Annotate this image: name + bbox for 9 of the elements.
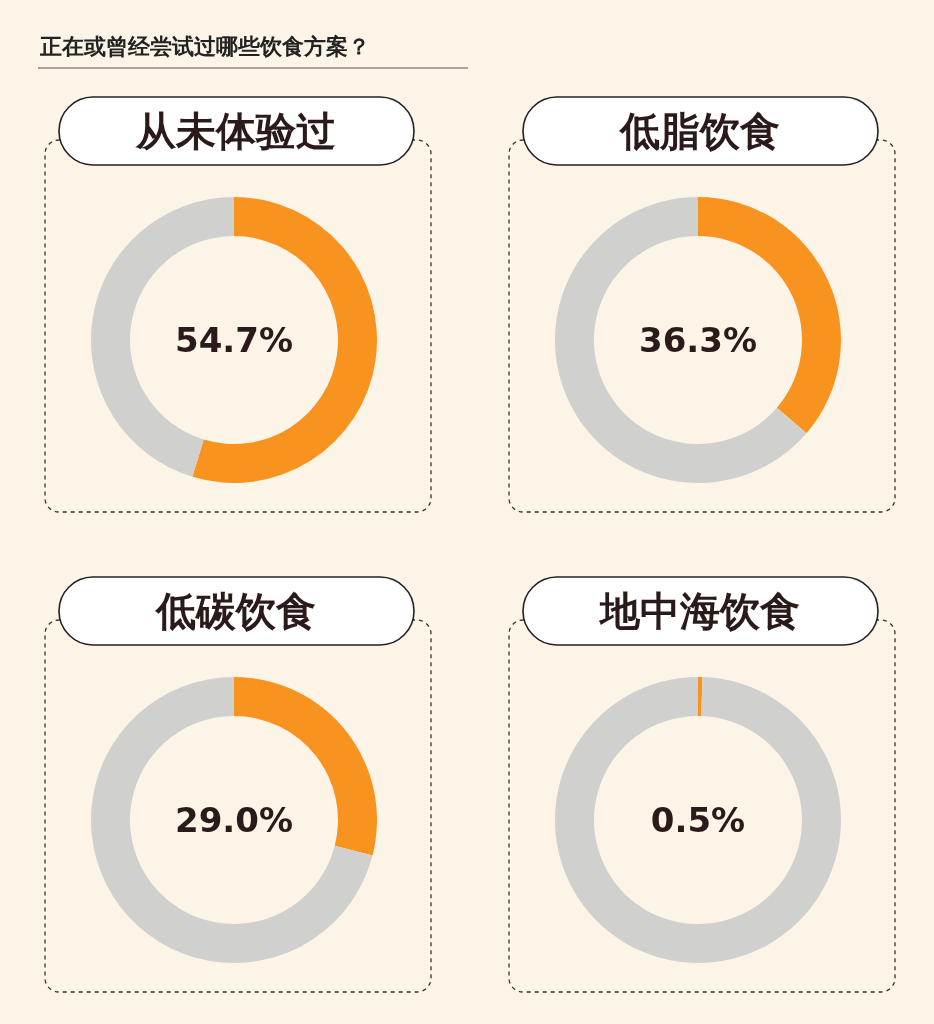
chart-title: 从未体验过 — [135, 108, 336, 154]
chart-subtitle: 正在或曾经尝试过哪些饮食方案？ — [39, 34, 370, 59]
chart-title: 低脂饮食 — [618, 108, 780, 154]
text: 29.0% — [175, 800, 293, 840]
text: 0.5% — [650, 800, 746, 840]
chart-title: 低碳饮食 — [154, 588, 316, 634]
chart-title: 地中海饮食 — [598, 588, 800, 634]
text: 54.7% — [175, 320, 293, 360]
text: 36.3% — [639, 320, 757, 360]
